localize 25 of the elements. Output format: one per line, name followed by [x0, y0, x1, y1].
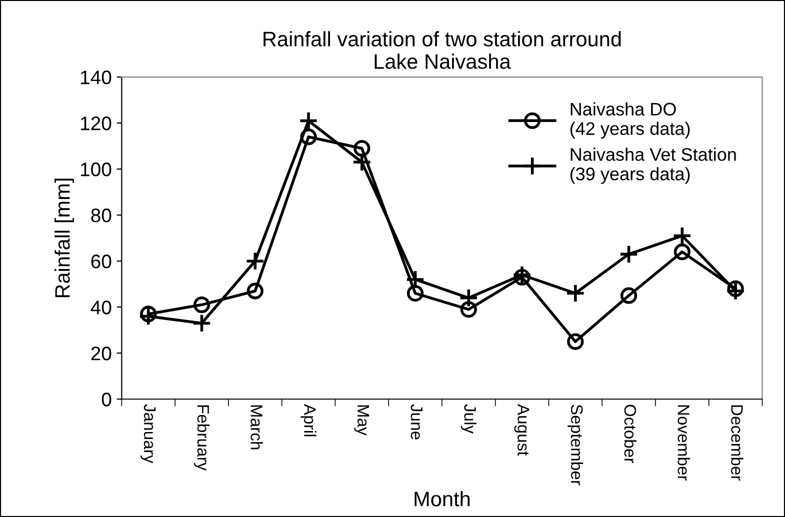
legend-label: Naivasha DO (42 years data) — [570, 102, 690, 139]
x-tick-label: March — [250, 405, 263, 450]
x-axis-title: Month — [414, 491, 470, 506]
legend-label: Naivasha Vet Station (39 years data) — [570, 148, 736, 184]
x-tick-label: June — [410, 404, 422, 440]
x-tick-label: July — [460, 404, 476, 434]
x-tick-label: April — [300, 404, 316, 436]
x-tick-label: August — [514, 404, 530, 456]
x-tick-label: January — [140, 404, 156, 464]
x-tick-label: February — [194, 405, 210, 471]
y-axis-title: Rainfall [mm] — [54, 178, 74, 298]
chart-title: Rainfall variation of two station arround Lake Naivasha — [264, 31, 621, 69]
y-tick-label: 40 — [90, 300, 112, 314]
x-tick-label: December — [731, 405, 744, 481]
y-tick-label: 120 — [80, 116, 112, 130]
x-tick-label: November — [678, 405, 690, 481]
x-tick-label: May — [354, 405, 370, 436]
y-tick-label: 100 — [80, 162, 112, 176]
y-tick-label: 20 — [91, 346, 112, 360]
x-tick-label: October — [624, 404, 637, 463]
x-tick-label: September — [568, 404, 584, 486]
y-tick-label: 60 — [91, 254, 112, 268]
y-tick-label: 140 — [80, 70, 112, 84]
y-tick-label: 80 — [91, 208, 112, 222]
y-tick-label: 0 — [102, 392, 112, 406]
